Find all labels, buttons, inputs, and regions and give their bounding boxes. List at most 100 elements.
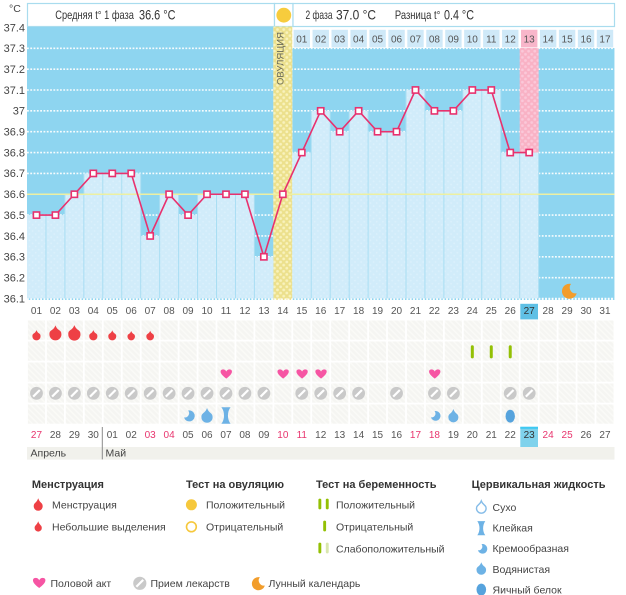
svg-text:10: 10 — [467, 35, 479, 46]
svg-text:29: 29 — [562, 306, 574, 317]
svg-text:21: 21 — [486, 430, 498, 441]
svg-text:19: 19 — [448, 430, 460, 441]
svg-text:21: 21 — [410, 306, 422, 317]
svg-text:09: 09 — [448, 35, 460, 46]
svg-text:36.8: 36.8 — [4, 147, 25, 159]
svg-text:Слабоположительный: Слабоположительный — [336, 544, 445, 556]
svg-text:08: 08 — [164, 306, 176, 317]
svg-text:19: 19 — [372, 306, 384, 317]
svg-text:16: 16 — [580, 35, 592, 46]
svg-text:11: 11 — [221, 306, 232, 317]
svg-text:06: 06 — [201, 430, 213, 441]
svg-text:01: 01 — [296, 35, 308, 46]
svg-text:Разница t°: Разница t° — [395, 8, 441, 22]
svg-text:26: 26 — [505, 306, 517, 317]
svg-text:25: 25 — [562, 430, 574, 441]
svg-text:27: 27 — [31, 430, 43, 441]
svg-text:16: 16 — [391, 430, 403, 441]
svg-text:18: 18 — [353, 306, 365, 317]
svg-text:11: 11 — [486, 35, 497, 46]
svg-text:Тест на овуляцию: Тест на овуляцию — [186, 479, 284, 491]
svg-text:Прием лекарств: Прием лекарств — [151, 578, 231, 590]
svg-text:2 фаза: 2 фаза — [306, 8, 333, 22]
svg-text:Половой акт: Половой акт — [51, 578, 112, 590]
svg-text:04: 04 — [164, 430, 176, 441]
svg-text:04: 04 — [88, 306, 100, 317]
svg-text:37.0 °C: 37.0 °C — [336, 6, 376, 22]
svg-text:03: 03 — [69, 306, 81, 317]
svg-text:36.6: 36.6 — [4, 189, 25, 201]
svg-text:36.5: 36.5 — [4, 210, 25, 222]
svg-text:Цервикальная жидкость: Цервикальная жидкость — [472, 479, 606, 491]
svg-text:36.2: 36.2 — [4, 272, 25, 284]
svg-text:Тест на беременность: Тест на беременность — [316, 479, 437, 491]
svg-text:02: 02 — [315, 35, 327, 46]
svg-text:06: 06 — [391, 35, 403, 46]
svg-text:03: 03 — [145, 430, 157, 441]
svg-text:0.4 °C: 0.4 °C — [444, 6, 474, 22]
svg-text:07: 07 — [220, 430, 232, 441]
svg-text:36.1: 36.1 — [4, 293, 25, 305]
svg-text:37.4: 37.4 — [4, 22, 25, 34]
svg-text:08: 08 — [239, 430, 251, 441]
svg-text:36.4: 36.4 — [4, 231, 25, 243]
svg-text:Май: Май — [106, 448, 127, 460]
svg-text:13: 13 — [524, 35, 536, 46]
svg-text:29: 29 — [69, 430, 81, 441]
svg-text:36.6 °C: 36.6 °C — [139, 6, 176, 22]
svg-text:15: 15 — [296, 306, 308, 317]
svg-text:23: 23 — [448, 306, 460, 317]
svg-text:27: 27 — [599, 430, 611, 441]
svg-text:Положительный: Положительный — [336, 500, 415, 512]
svg-text:25: 25 — [486, 306, 498, 317]
svg-text:12: 12 — [505, 35, 517, 46]
svg-text:Сухо: Сухо — [493, 502, 517, 514]
svg-text:11: 11 — [297, 430, 308, 441]
svg-text:37.3: 37.3 — [4, 43, 25, 55]
svg-text:30: 30 — [88, 430, 100, 441]
svg-text:Водянистая: Водянистая — [493, 564, 551, 576]
svg-text:17: 17 — [599, 35, 611, 46]
svg-text:37.1: 37.1 — [4, 85, 25, 97]
svg-text:28: 28 — [50, 430, 62, 441]
svg-text:30: 30 — [580, 306, 592, 317]
svg-text:36.7: 36.7 — [4, 168, 25, 180]
svg-text:07: 07 — [145, 306, 157, 317]
svg-text:14: 14 — [277, 306, 289, 317]
svg-text:14: 14 — [543, 35, 555, 46]
svg-text:17: 17 — [334, 306, 346, 317]
svg-text:05: 05 — [372, 35, 384, 46]
svg-text:06: 06 — [126, 306, 138, 317]
svg-text:ОВУЛЯЦИЯ: ОВУЛЯЦИЯ — [276, 32, 287, 85]
svg-text:23: 23 — [524, 430, 536, 441]
svg-text:01: 01 — [31, 306, 43, 317]
svg-text:31: 31 — [599, 306, 611, 317]
svg-text:02: 02 — [126, 430, 138, 441]
svg-text:37: 37 — [13, 106, 25, 118]
svg-text:05: 05 — [107, 306, 119, 317]
svg-text:09: 09 — [258, 430, 270, 441]
svg-text:15: 15 — [562, 35, 574, 46]
svg-text:Небольшие выделения: Небольшие выделения — [52, 522, 166, 534]
svg-text:13: 13 — [334, 430, 346, 441]
svg-text:27: 27 — [524, 306, 536, 317]
svg-text:Отрицательный: Отрицательный — [336, 522, 413, 534]
svg-text:13: 13 — [258, 306, 270, 317]
svg-text:Менструация: Менструация — [32, 479, 104, 491]
svg-text:17: 17 — [410, 430, 422, 441]
svg-text:18: 18 — [429, 430, 441, 441]
svg-text:Средняя t° 1 фаза: Средняя t° 1 фаза — [55, 8, 134, 22]
svg-text:07: 07 — [410, 35, 422, 46]
svg-text:Яичный белок: Яичный белок — [493, 584, 563, 595]
svg-text:Отрицательный: Отрицательный — [206, 522, 283, 534]
svg-text:12: 12 — [239, 306, 251, 317]
svg-text:10: 10 — [277, 430, 289, 441]
svg-text:03: 03 — [334, 35, 346, 46]
svg-text:24: 24 — [543, 430, 555, 441]
svg-text:08: 08 — [429, 35, 441, 46]
svg-text:36.9: 36.9 — [4, 127, 25, 139]
svg-text:12: 12 — [315, 430, 327, 441]
svg-text:°C: °C — [9, 3, 21, 15]
svg-text:22: 22 — [505, 430, 517, 441]
svg-text:02: 02 — [50, 306, 62, 317]
